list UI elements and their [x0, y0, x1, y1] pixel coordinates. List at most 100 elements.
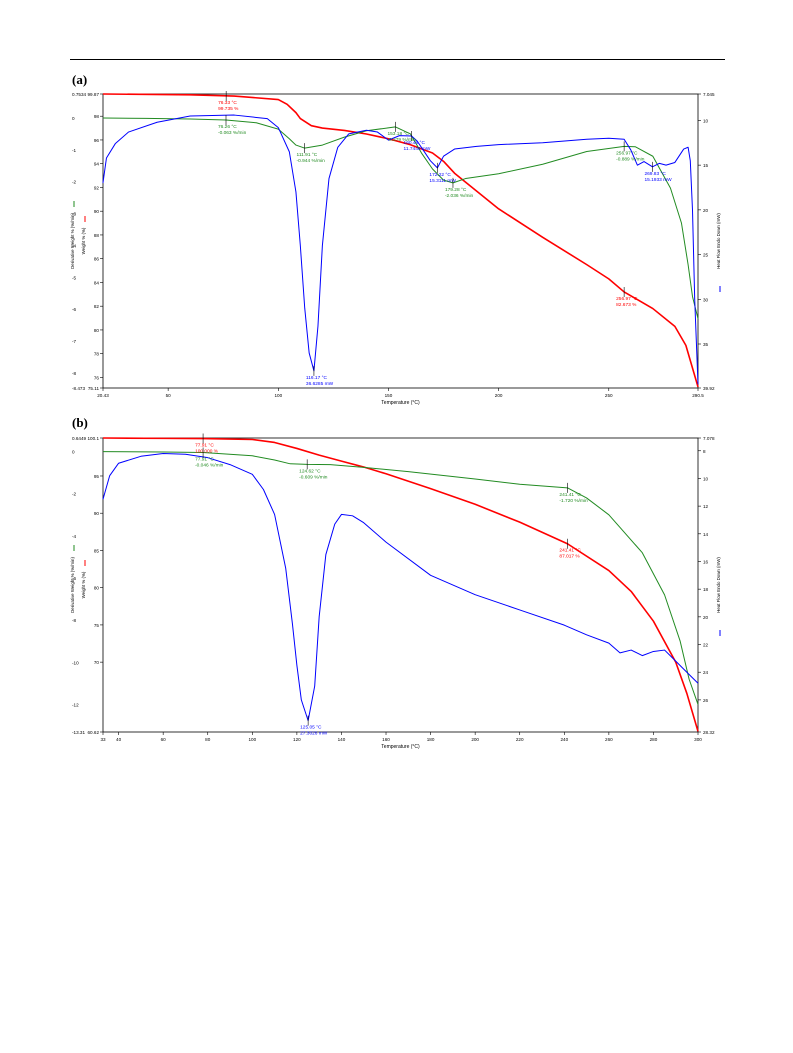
chart-a-annotation-label: -0.944 %/min: [297, 158, 326, 164]
chart-b-annotation-label: 27.3026 mW: [300, 731, 328, 737]
chart-a-annotation-label: -2.036 %/min: [445, 193, 474, 199]
chart-b-x-tick-label: 220: [516, 737, 524, 742]
chart-b-heat-tick-label: 18: [703, 587, 709, 592]
chart-a-annotation-label: 179.28 °C: [445, 187, 467, 193]
chart-b-x-tick-label: 120: [293, 737, 301, 742]
chart-a-heat-tick-label: 10: [703, 118, 709, 123]
chart-a-weight-tick-label: 78: [94, 352, 100, 357]
chart-a-annotation-label: -0.063 %/min: [218, 130, 247, 136]
chart-a-annotation-label: 172.22 °C: [429, 172, 451, 178]
chart-b-deriv-tick-label: 0.6449: [72, 436, 86, 441]
chart-b-deriv-tick-label: -2: [72, 492, 77, 497]
chart-b-x-tick-label: 33: [100, 737, 106, 742]
chart-b-annotation-label: 125.05 °C: [300, 725, 322, 731]
chart-a-heat-tick-label: 20: [703, 208, 709, 213]
chart-b-deriv-tick-label: -12: [72, 702, 79, 707]
chart-a-annotation-label: 116.17 °C: [306, 375, 328, 381]
chart-a-annotation-label: 160.48 °C: [404, 140, 426, 146]
chart-b-heat-tick-label: 8: [703, 449, 706, 454]
chart-b-x-tick-label: 40: [116, 737, 122, 742]
chart-a-annotation-label: 36.6285 mW: [306, 381, 334, 387]
chart-b-x-tick-label: 80: [205, 737, 211, 742]
chart-b-weight-tick-label: 100.1: [88, 436, 100, 441]
chart-a-deriv-axis-title: Derivative Weight % (%/min): [70, 213, 75, 269]
chart-b-heat-tick-label: 24: [703, 670, 709, 675]
chart-b-plot-frame: [102, 437, 699, 733]
chart-a-weight-tick-label: 96: [94, 138, 100, 143]
chart-b-x-tick-label: 260: [605, 737, 613, 742]
chart-a-deriv-tick-label: -7: [72, 339, 77, 344]
chart-b-weight-tick-label: 85: [94, 548, 100, 553]
chart-a-x-tick-label: 200: [495, 393, 503, 398]
chart-a-heat-tick-label: 39.92: [703, 386, 715, 391]
chart-b-annotation-label: 241.41 °C: [559, 548, 581, 554]
chart-a-annotation-label: 153.18 °C: [387, 131, 409, 137]
chart-b-annotation-label: -0.609 %/min: [299, 474, 328, 480]
chart-a-annotation-label: 76.26 °C: [218, 124, 237, 130]
chart-a-x-axis-title: Temperature (°C): [381, 400, 420, 406]
chart-a-annotation-label: 15.3111 mW: [429, 178, 456, 184]
chart-b-annotation-label: 77.91 °C: [195, 457, 214, 463]
chart-a-weight-tick-label: 92: [94, 185, 100, 190]
chart-a-weight-tick-label: 88: [94, 233, 100, 238]
chart-a-weight-tick-label: 82: [94, 304, 100, 309]
chart-a-weight-tick-label: 86: [94, 257, 100, 262]
chart-b-annotation-label: 124.62 °C: [299, 468, 321, 474]
chart-b-deriv-tick-label: -10: [72, 660, 79, 665]
chart-a-deriv-tick-label: -8.473: [72, 386, 85, 391]
chart-a-x-tick-label: 20.43: [97, 393, 109, 398]
chart-a-x-tick-label: 50: [166, 393, 172, 398]
chart-b-heat-tick-label: 28.32: [703, 730, 715, 735]
chart-a-heat-tick-label: 15: [703, 163, 709, 168]
chart-a-weight-tick-label: 99.87: [88, 92, 100, 97]
chart-a-weight-tick-label: 94: [94, 162, 100, 167]
chart-a-annotation-label: 76.33 °C: [218, 100, 237, 106]
chart-a-annotation-label: 82.673 %: [616, 302, 637, 308]
chart-a-deriv-tick-label: -2: [72, 180, 77, 185]
chart-b-x-tick-label: 160: [382, 737, 390, 742]
chart-b-heat-tick-label: 14: [703, 532, 709, 537]
chart-b-weight-tick-label: 80: [94, 586, 100, 591]
chart-b-x-tick-label: 60: [161, 737, 167, 742]
chart-a-annotation-label: 256.97 °C: [616, 296, 638, 302]
chart-b-weight-tick-label: 95: [94, 474, 100, 479]
chart-b-series-derivative-weight: [102, 451, 699, 705]
chart-b-x-tick-label: 300: [694, 737, 702, 742]
chart-a-x-tick-label: 150: [385, 393, 393, 398]
chart-b-x-tick-label: 180: [427, 737, 435, 742]
chart-b-x-tick-label: 200: [471, 737, 479, 742]
chart-b-heat-tick-label: 22: [703, 643, 709, 648]
chart-a-annotation-label: -0.889 %/min: [616, 156, 645, 162]
chart-a-deriv-tick-label: 0: [72, 116, 75, 121]
chart-a-deriv-tick-label: -3: [72, 212, 77, 217]
chart-b-weight-tick-label: 60.62: [88, 730, 100, 735]
chart-a-heat-axis-title: Heat Flow Endo Down (mW): [716, 213, 721, 269]
tga-dsc-chart-b: 33 40 60 80 100 120 140 160 180 200 220 240 260 280 30…: [70, 433, 721, 750]
chart-a-series-heat-flow: [102, 114, 699, 385]
chart-a-annotation-label: -0.279 %/min: [387, 137, 416, 143]
chart-a-weight-tick-label: 76: [94, 375, 100, 380]
chart-b-annotation-label: 87.017 %: [559, 554, 580, 560]
chart-a-plot-frame: [102, 93, 699, 389]
chart-b-x-axis-title: Temperature (°C): [381, 744, 420, 750]
chart-b-deriv-tick-label: -6: [72, 576, 77, 581]
chart-b-annotation-label: -1.720 %/min: [559, 498, 588, 504]
chart-b-weight-tick-label: 75: [94, 623, 100, 628]
chart-a-weight-axis-title: Weight % (%): [81, 227, 86, 254]
chart-b-annotation-label: 77.91 °C: [195, 443, 214, 449]
chart-a-weight-tick-label: 75.11: [88, 386, 100, 391]
chart-b-x-tick-label: 240: [560, 737, 568, 742]
chart-b-x-tick-label: 140: [338, 737, 346, 742]
chart-b-heat-tick-label: 12: [703, 504, 709, 509]
chart-a-x-tick-label: 100: [274, 393, 282, 398]
chart-a-annotation-label: 256.97 °C: [616, 150, 638, 156]
chart-b-deriv-tick-label: -8: [72, 618, 77, 623]
chart-b-deriv-tick-label: -4: [72, 534, 77, 539]
chart-b-weight-tick-label: 90: [94, 511, 100, 516]
chart-a-annotation-label: 111.91 °C: [297, 152, 318, 158]
chart-a-x-tick-label: 290.5: [692, 393, 704, 398]
chart-b-series-heat-flow: [102, 453, 699, 722]
chart-a-heat-tick-label: 35: [703, 342, 709, 347]
chart-a-deriv-tick-label: 0.7534: [72, 92, 86, 97]
